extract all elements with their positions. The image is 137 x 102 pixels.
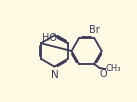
Text: O: O: [100, 69, 108, 79]
Text: CH₃: CH₃: [105, 64, 121, 73]
Text: HO: HO: [42, 33, 57, 43]
Text: Br: Br: [89, 25, 100, 35]
Text: N: N: [51, 70, 58, 80]
